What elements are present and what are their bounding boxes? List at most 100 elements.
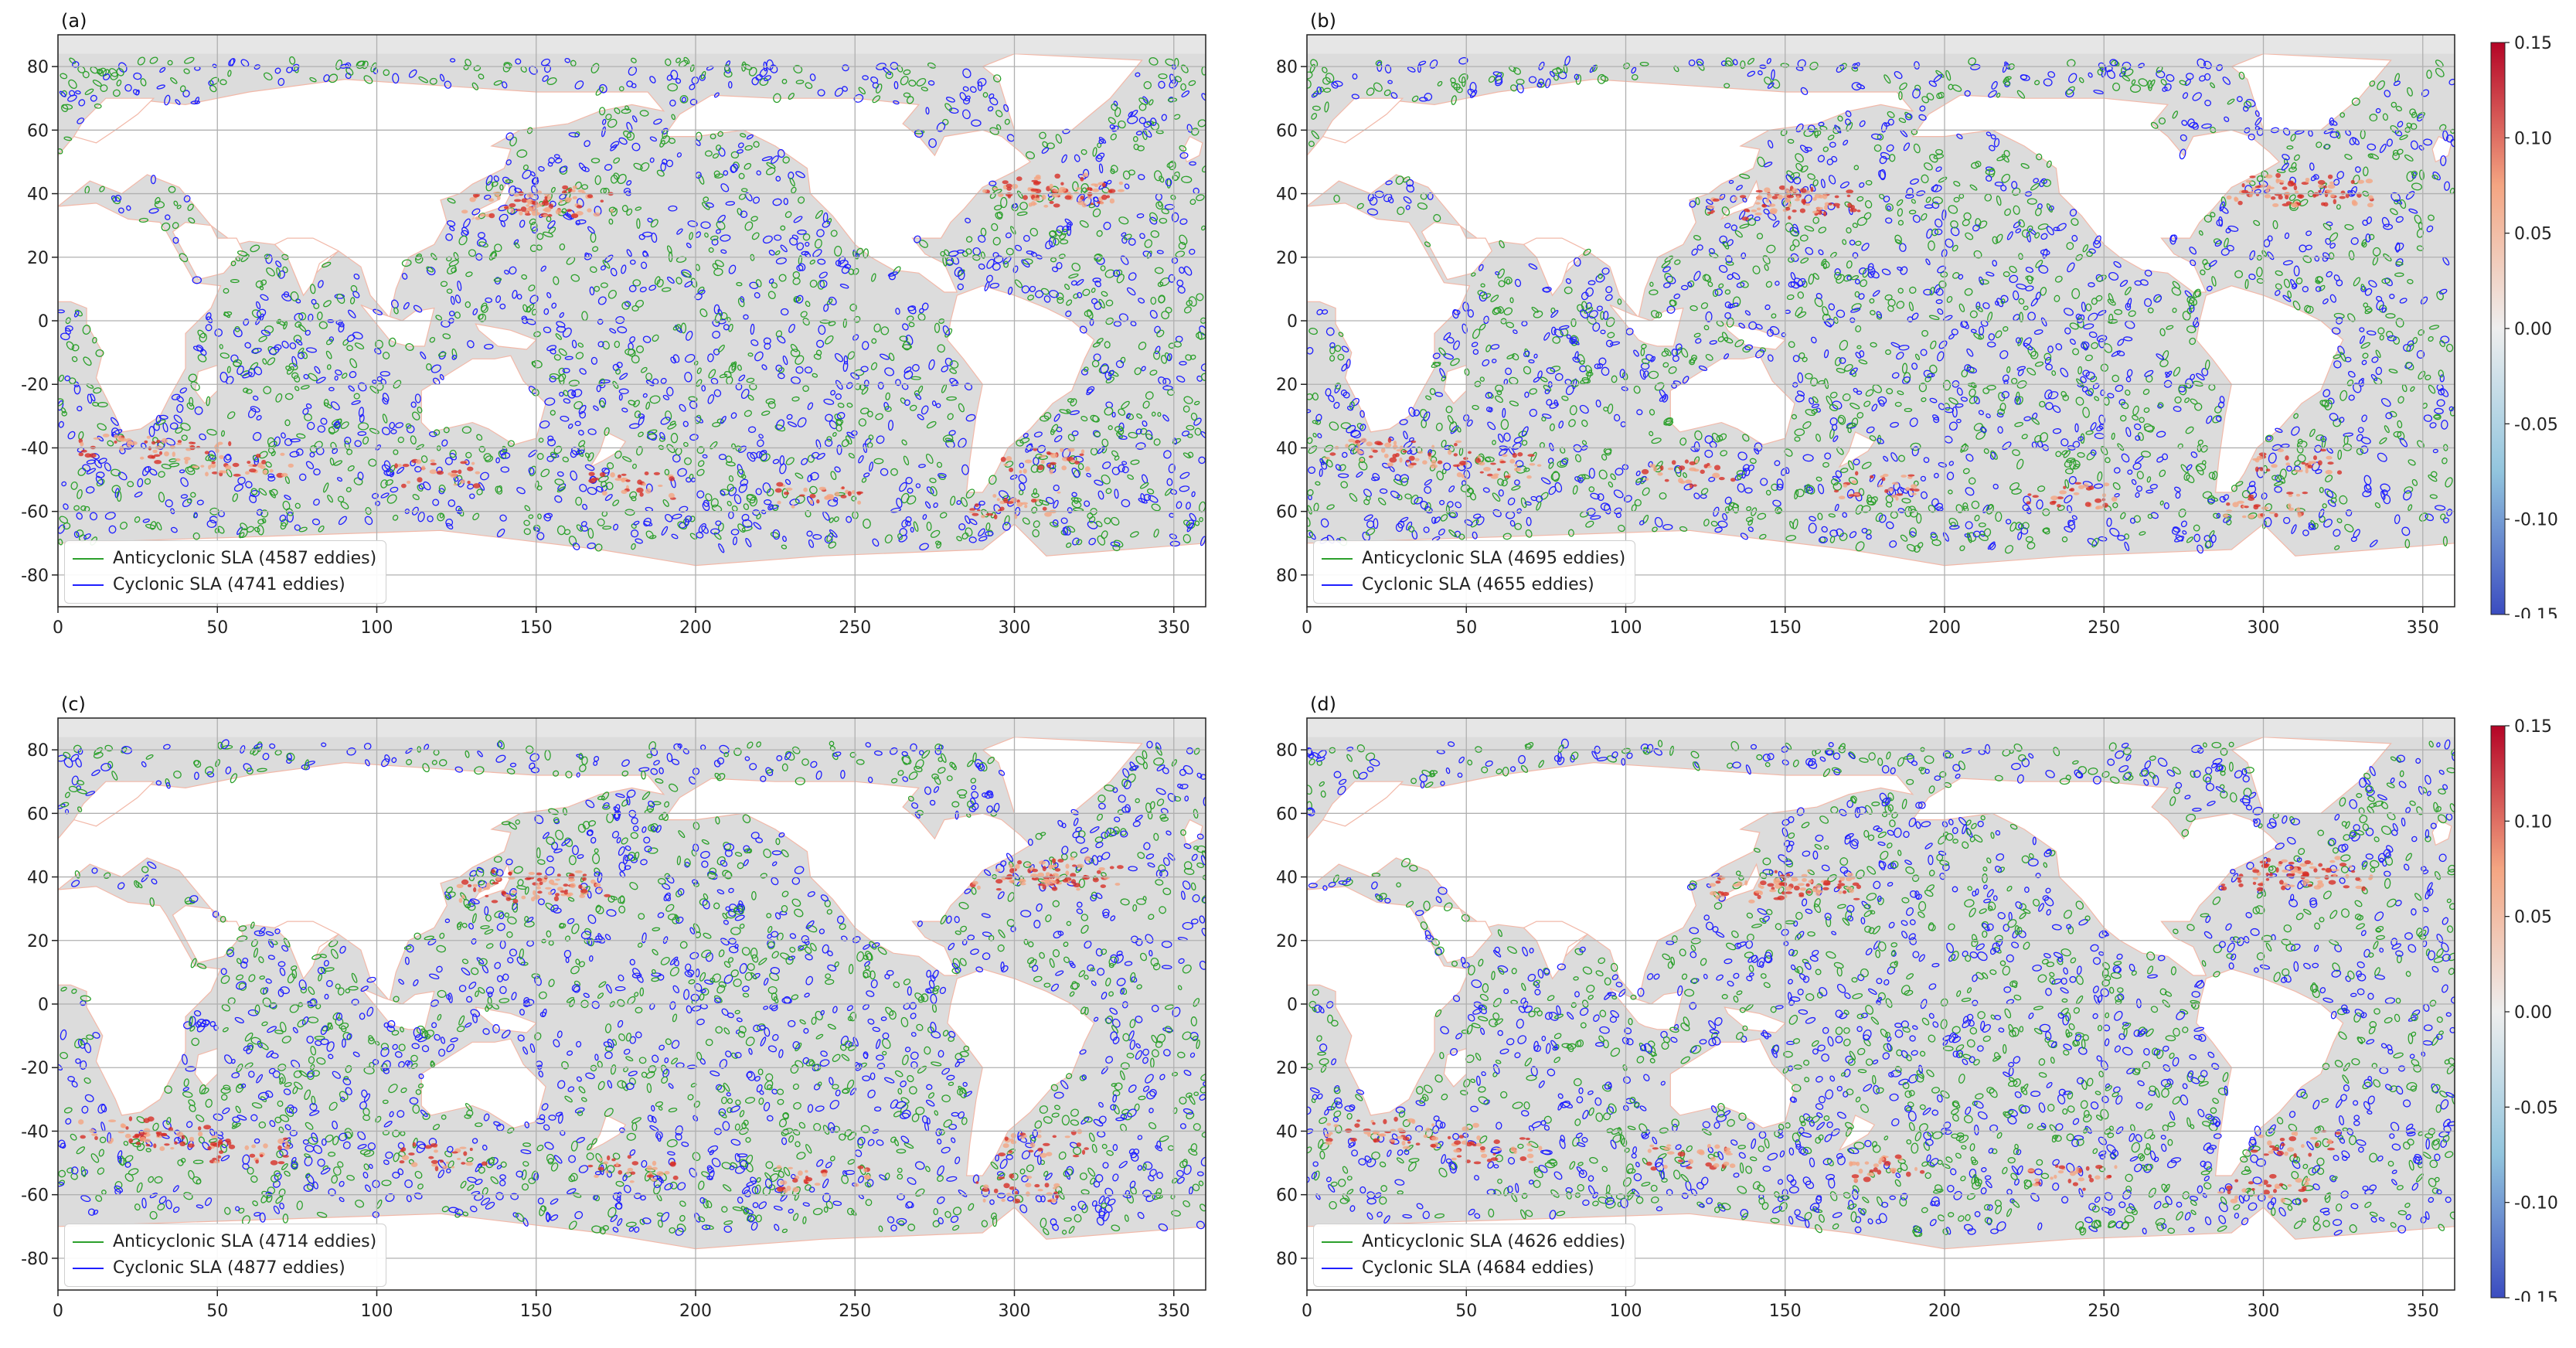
anticyclonic-eddy xyxy=(1641,358,1650,365)
anticyclonic-eddy xyxy=(1100,265,1106,271)
anticyclonic-eddy xyxy=(330,441,337,450)
cyclonic-eddy xyxy=(2294,130,2305,135)
anticyclonic-eddy xyxy=(1705,354,1713,361)
cyclonic-eddy xyxy=(1485,407,1492,413)
cyclonic-eddy xyxy=(2219,396,2225,403)
cyclonic-eddy xyxy=(2072,441,2081,448)
sla-hotspot xyxy=(415,459,422,465)
cyclonic-eddy xyxy=(1162,385,1173,391)
cyclonic-eddy xyxy=(1689,200,1696,208)
anticyclonic-eddy xyxy=(2078,77,2084,83)
anticyclonic-eddy xyxy=(1150,230,1160,238)
anticyclonic-eddy xyxy=(1161,208,1169,215)
cyclonic-eddy xyxy=(844,264,852,269)
cyclonic-eddy xyxy=(643,520,653,526)
cyclonic-eddy xyxy=(352,291,360,298)
cyclonic-eddy xyxy=(159,66,166,73)
cyclonic-eddy xyxy=(570,470,577,481)
anticyclonic-eddy xyxy=(494,243,502,253)
anticyclonic-eddy xyxy=(740,188,748,192)
cyclonic-eddy xyxy=(2358,379,2364,387)
cyclonic-eddy xyxy=(2088,312,2098,322)
cyclonic-eddy xyxy=(495,295,502,303)
cyclonic-eddy xyxy=(2125,320,2135,329)
anticyclonic-eddy xyxy=(2316,141,2322,148)
cyclonic-eddy xyxy=(758,434,764,439)
anticyclonic-eddy xyxy=(137,56,145,66)
cyclonic-eddy xyxy=(1387,80,1393,84)
anticyclonic-eddy xyxy=(1055,134,1063,144)
anticyclonic-eddy xyxy=(805,301,811,308)
anticyclonic-eddy xyxy=(809,279,818,288)
cyclonic-eddy xyxy=(359,414,365,423)
sla-hotspot xyxy=(532,205,539,209)
anticyclonic-eddy xyxy=(77,468,87,476)
anticyclonic-eddy xyxy=(714,173,724,179)
anticyclonic-eddy xyxy=(1181,175,1193,183)
anticyclonic-eddy xyxy=(478,313,487,322)
sla-hotspot xyxy=(119,437,127,442)
anticyclonic-eddy xyxy=(679,60,689,68)
cyclonic-eddy xyxy=(2357,427,2364,434)
anticyclonic-eddy xyxy=(766,167,776,175)
anticyclonic-eddy xyxy=(1492,440,1496,445)
anticyclonic-eddy xyxy=(1127,474,1135,480)
cyclonic-eddy xyxy=(1988,333,1996,341)
cyclonic-eddy xyxy=(852,334,859,341)
sla-hotspot xyxy=(281,472,288,478)
anticyclonic-eddy xyxy=(318,321,328,329)
anticyclonic-eddy xyxy=(2080,433,2085,444)
cyclonic-eddy xyxy=(1524,391,1530,398)
cyclonic-eddy xyxy=(895,379,901,386)
cyclonic-eddy xyxy=(926,486,934,495)
anticyclonic-eddy xyxy=(472,512,480,521)
sla-hotspot xyxy=(260,465,266,469)
cyclonic-eddy xyxy=(1342,391,1350,399)
anticyclonic-eddy xyxy=(209,77,219,86)
anticyclonic-eddy xyxy=(2054,275,2063,283)
cyclonic-eddy xyxy=(2344,356,2352,363)
sla-hotspot xyxy=(576,205,583,209)
cyclonic-eddy xyxy=(1996,412,2004,418)
anticyclonic-eddy xyxy=(737,364,742,371)
sla-hotspot xyxy=(280,452,285,456)
cyclonic-eddy xyxy=(2131,478,2137,485)
cyclonic-eddy xyxy=(740,296,745,303)
anticyclonic-eddy xyxy=(1145,433,1153,441)
anticyclonic-eddy xyxy=(826,436,832,442)
anticyclonic-eddy xyxy=(1488,76,1496,83)
anticyclonic-eddy xyxy=(322,482,329,493)
sla-hotspot xyxy=(621,477,626,483)
cyclonic-eddy xyxy=(1018,474,1027,484)
anticyclonic-eddy xyxy=(2336,204,2341,210)
anticyclonic-eddy xyxy=(1183,306,1192,314)
cyclonic-eddy xyxy=(2190,373,2196,380)
anticyclonic-eddy xyxy=(438,484,446,493)
anticyclonic-eddy xyxy=(659,140,665,148)
cyclonic-eddy xyxy=(1035,290,1044,298)
anticyclonic-eddy xyxy=(332,418,342,426)
cyclonic-eddy xyxy=(2310,175,2317,182)
anticyclonic-eddy xyxy=(944,249,950,257)
anticyclonic-eddy xyxy=(1969,184,1978,191)
anticyclonic-eddy xyxy=(1815,434,1821,442)
anticyclonic-eddy xyxy=(795,472,804,479)
anticyclonic-eddy xyxy=(949,368,957,374)
anticyclonic-eddy xyxy=(631,495,637,502)
anticyclonic-eddy xyxy=(2139,417,2145,424)
cyclonic-eddy xyxy=(1029,285,1036,292)
anticyclonic-eddy xyxy=(258,488,267,496)
cyclonic-eddy xyxy=(2096,425,2103,431)
anticyclonic-eddy xyxy=(1451,95,1457,105)
anticyclonic-eddy xyxy=(60,73,68,80)
anticyclonic-eddy xyxy=(349,358,358,369)
cyclonic-eddy xyxy=(698,523,706,533)
anticyclonic-eddy xyxy=(942,256,948,267)
cyclonic-eddy xyxy=(1722,512,1728,521)
cyclonic-eddy xyxy=(609,328,617,334)
cyclonic-eddy xyxy=(753,522,762,530)
cyclonic-eddy xyxy=(928,138,937,148)
x-tick-label: 50 xyxy=(206,618,228,638)
cyclonic-eddy xyxy=(426,267,436,276)
anticyclonic-eddy xyxy=(956,536,962,542)
